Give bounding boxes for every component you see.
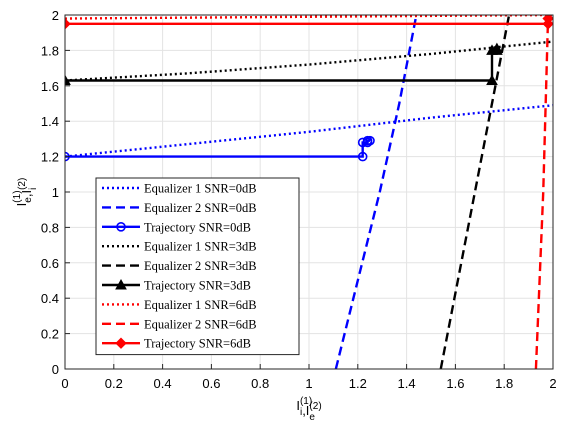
label-base: I bbox=[14, 203, 29, 207]
marker bbox=[486, 74, 498, 85]
marker bbox=[65, 74, 71, 85]
label-sup: (2) bbox=[309, 401, 321, 412]
marker bbox=[115, 337, 127, 349]
legend-label: Equalizer 1 SNR=3dB bbox=[144, 240, 257, 254]
legend: Equalizer 1 SNR=0dB Equalizer 2 SNR=0dB Tr… bbox=[95, 177, 300, 356]
label-sup: (1) bbox=[12, 190, 23, 202]
y-tick-label: 0.2 bbox=[41, 327, 59, 342]
series-line bbox=[65, 104, 553, 158]
marker bbox=[116, 222, 126, 232]
legend-label: Trajectory SNR=3dB bbox=[144, 279, 251, 293]
x-tick-label: 1.2 bbox=[349, 376, 367, 391]
y-tick-label: 1.8 bbox=[41, 43, 59, 58]
x-tick-label: 0.6 bbox=[202, 376, 220, 391]
legend-label: Equalizer 2 SNR=3dB bbox=[144, 259, 257, 273]
x-tick-label: 1.4 bbox=[398, 376, 416, 391]
label-base: ,I bbox=[302, 403, 309, 418]
series-line bbox=[65, 18, 550, 26]
series-line bbox=[65, 139, 370, 158]
x-tick-label: 1.6 bbox=[446, 376, 464, 391]
y-tick-label: 0 bbox=[52, 362, 59, 377]
x-tick-label: 1.8 bbox=[495, 376, 513, 391]
y-tick-label: 0.6 bbox=[41, 256, 59, 271]
label-sub: i bbox=[28, 188, 39, 190]
series-line bbox=[65, 15, 553, 20]
y-tick-label: 1.6 bbox=[41, 79, 59, 94]
label-sup: (2) bbox=[17, 178, 28, 190]
x-tick-label: 0 bbox=[61, 376, 68, 391]
x-tick-label: 2 bbox=[549, 376, 556, 391]
legend-label: Equalizer 1 SNR=0dB bbox=[144, 182, 257, 196]
label-base: I bbox=[296, 398, 300, 413]
y-tick-label: 2 bbox=[52, 8, 59, 23]
label-base: ,I bbox=[19, 190, 34, 197]
label-sub: i bbox=[300, 407, 302, 418]
marker bbox=[357, 151, 368, 162]
series-line bbox=[439, 15, 511, 369]
x-tick-label: 1 bbox=[305, 376, 312, 391]
y-tick-label: 1 bbox=[52, 185, 59, 200]
legend-label: Equalizer 1 SNR=6dB bbox=[144, 298, 257, 312]
y-tick-label: 1.2 bbox=[41, 150, 59, 165]
y-tick-label: 1.4 bbox=[41, 114, 59, 129]
series-line bbox=[334, 15, 418, 369]
label-sub: e bbox=[23, 197, 34, 203]
marker bbox=[65, 18, 71, 30]
x-tick-label: 0.4 bbox=[154, 376, 172, 391]
x-tick-label: 0.8 bbox=[251, 376, 269, 391]
series-line bbox=[65, 40, 553, 82]
label-sup: (1) bbox=[300, 396, 312, 407]
y-tick-label: 0.8 bbox=[41, 220, 59, 235]
y-axis-label: I(1)e,I(2)i bbox=[12, 178, 39, 207]
series-line bbox=[65, 48, 499, 82]
x-axis-label: I(1) i,I(2) e bbox=[296, 396, 321, 421]
plot-area bbox=[65, 15, 553, 369]
marker bbox=[491, 42, 503, 54]
legend-label: Trajectory SNR=0dB bbox=[144, 220, 251, 234]
legend-box bbox=[95, 177, 300, 356]
marker bbox=[365, 135, 375, 146]
ticks: 0 0.2 0.4 0.6 0.8 1 1.2 1.4 1.6 1.8 2 0 0.2 0.4 0.6 0.8… bbox=[41, 8, 557, 391]
legend-label: Equalizer 2 SNR=6dB bbox=[144, 317, 257, 331]
y-tick-label: 0.4 bbox=[41, 291, 59, 306]
series-line bbox=[534, 15, 550, 369]
x-tick-label: 0.2 bbox=[105, 376, 123, 391]
legend-label: Equalizer 2 SNR=0dB bbox=[144, 201, 257, 215]
marker bbox=[115, 278, 127, 290]
label-sub: e bbox=[309, 412, 315, 421]
marker bbox=[542, 15, 553, 25]
legend-label: Trajectory SNR=6dB bbox=[144, 337, 251, 351]
